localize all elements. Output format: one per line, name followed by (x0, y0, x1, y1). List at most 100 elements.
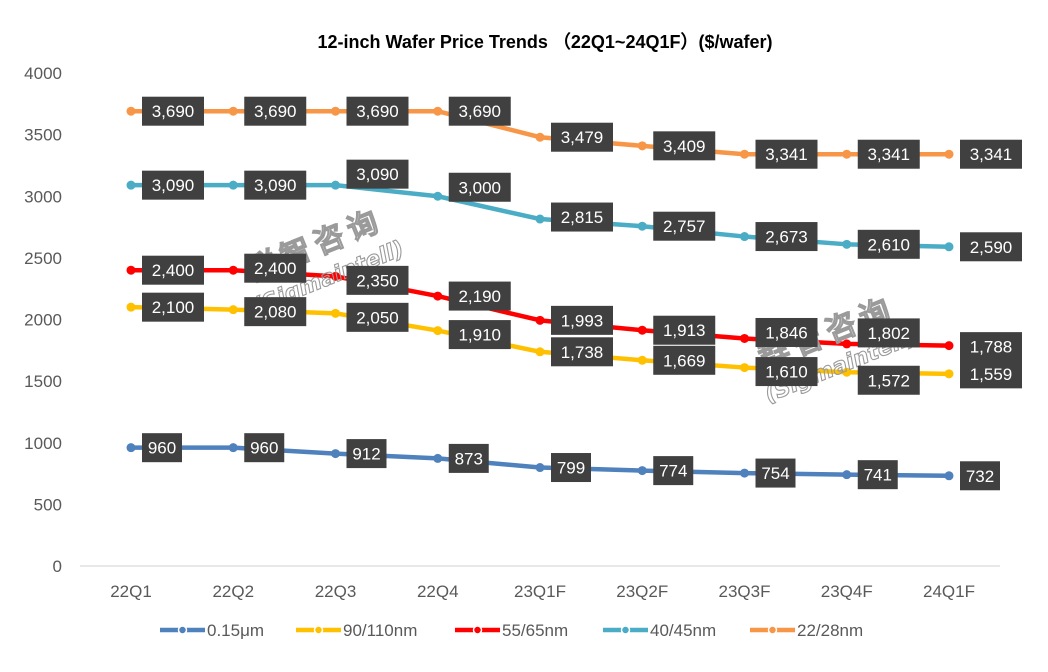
legend-item[interactable]: 22/28nm (750, 621, 863, 640)
data-label-text: 799 (557, 459, 585, 478)
data-label-text: 1,610 (765, 363, 808, 382)
legend-label: 90/110nm (343, 621, 417, 640)
data-label-text: 3,090 (254, 176, 297, 195)
data-point (842, 470, 852, 480)
data-label: 2,610 (857, 229, 920, 259)
y-tick-label: 500 (34, 495, 62, 514)
data-label: 873 (448, 443, 489, 473)
data-label: 1,802 (857, 318, 920, 348)
data-label-text: 1,559 (970, 365, 1013, 384)
data-label-box (244, 297, 307, 327)
data-label-box (653, 131, 716, 161)
data-label-box (346, 96, 409, 126)
data-point (842, 149, 852, 159)
x-tick-label: 22Q2 (212, 582, 254, 601)
data-point (842, 367, 852, 377)
data-label: 960 (244, 433, 285, 463)
data-label-text: 774 (659, 462, 687, 481)
data-label-text: 3,690 (254, 102, 297, 121)
data-label-text: 754 (761, 464, 789, 483)
x-tick-label: 22Q1 (110, 582, 152, 601)
data-point (637, 141, 647, 151)
x-tick-label: 23Q4F (821, 582, 873, 601)
data-label-box (142, 433, 182, 463)
y-tick-label: 2500 (24, 249, 62, 268)
data-label-text: 3,690 (458, 102, 501, 121)
legend-dot-icon (620, 625, 631, 635)
data-label: 1,669 (653, 345, 716, 375)
data-point (535, 315, 545, 325)
data-label-text: 1,913 (663, 321, 706, 340)
data-label-box (142, 292, 204, 322)
data-point (740, 333, 749, 343)
data-label-text: 2,400 (152, 261, 195, 280)
data-label-text: 2,815 (561, 208, 604, 227)
data-label-text: 3,690 (152, 102, 195, 121)
data-label: 1,572 (857, 365, 920, 395)
legend-item[interactable]: 90/110nm (296, 621, 417, 640)
legend-item[interactable]: 55/65nm (455, 621, 568, 640)
data-label: 774 (653, 456, 694, 486)
data-label-box (857, 460, 898, 490)
data-label-text: 3,690 (356, 102, 399, 121)
data-label-box (142, 96, 204, 126)
chart-title: 12-inch Wafer Price Trends （22Q1~24Q1F）(… (317, 32, 772, 52)
data-point (126, 106, 136, 116)
data-label: 912 (346, 439, 387, 469)
data-label-box (142, 170, 204, 200)
data-label-text: 741 (864, 466, 892, 485)
data-label: 1,610 (755, 357, 818, 387)
data-label-text: 1,802 (867, 324, 910, 343)
data-label-box (244, 433, 285, 463)
data-label-box (653, 345, 716, 375)
data-label-box (346, 265, 409, 295)
data-point (740, 468, 749, 478)
legend-label: 0.15μm (207, 621, 264, 640)
data-point (228, 106, 238, 116)
data-point (126, 443, 136, 453)
legend-item[interactable]: 0.15μm (160, 621, 264, 640)
legend-dot-icon (313, 625, 324, 635)
data-label-text: 3,000 (458, 178, 501, 197)
data-point (535, 463, 545, 473)
x-tick-label: 22Q3 (315, 582, 357, 601)
data-label: 3,090 (244, 170, 307, 200)
data-label: 2,757 (653, 211, 716, 241)
legend-dot-icon (177, 625, 188, 635)
data-label: 2,590 (960, 232, 1022, 262)
data-point (740, 232, 749, 242)
data-label: 3,341 (960, 139, 1022, 169)
data-label-box (857, 229, 920, 259)
data-label-box (244, 96, 307, 126)
data-label-box (142, 255, 204, 285)
data-label-box (653, 211, 716, 241)
data-point (637, 221, 647, 231)
data-label: 2,400 (244, 253, 307, 283)
y-tick-label: 0 (53, 557, 62, 576)
data-label: 3,000 (448, 172, 511, 202)
x-tick-label: 23Q2F (616, 582, 668, 601)
data-label-box (551, 337, 613, 367)
data-label-box (244, 253, 307, 283)
legend-label: 40/45nm (650, 621, 716, 640)
data-label-text: 960 (250, 439, 278, 458)
legend-item[interactable]: 40/45nm (603, 621, 716, 640)
data-label-text: 2,190 (458, 287, 501, 306)
data-label: 3,690 (142, 96, 204, 126)
data-label: 2,815 (551, 202, 613, 232)
data-point (433, 291, 443, 301)
data-label-text: 3,090 (356, 165, 399, 184)
data-label-text: 3,090 (152, 176, 195, 195)
data-label: 2,673 (755, 222, 818, 252)
data-point (331, 180, 340, 190)
data-point (842, 339, 852, 349)
series-lines (126, 106, 954, 481)
data-label-text: 3,341 (970, 145, 1013, 164)
data-label: 2,100 (142, 292, 204, 322)
data-label-text: 912 (352, 445, 380, 464)
data-point (433, 326, 443, 336)
data-label-box (857, 365, 920, 395)
data-label: 741 (857, 460, 898, 490)
data-point (433, 106, 443, 116)
data-label-text: 732 (966, 467, 994, 486)
